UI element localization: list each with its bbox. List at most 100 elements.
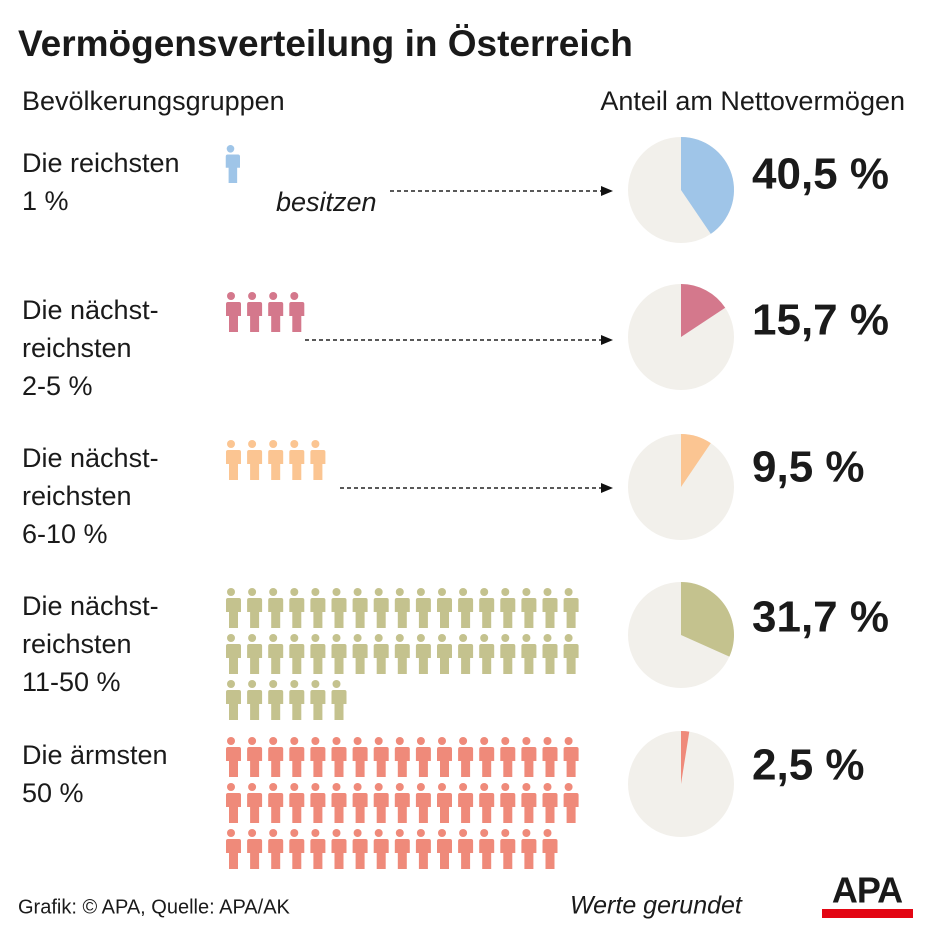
group-label: 50 % <box>22 778 84 808</box>
person-head <box>416 737 425 745</box>
person-body <box>539 598 558 628</box>
person-head <box>269 737 278 745</box>
person-head <box>248 829 257 837</box>
group-label: 2-5 % <box>22 371 93 401</box>
person-head <box>290 783 299 791</box>
person-body <box>349 747 368 777</box>
person-body <box>455 644 474 674</box>
person-head <box>353 783 362 791</box>
person-body <box>455 598 474 628</box>
person-head <box>438 829 446 837</box>
logo-bar <box>822 909 913 918</box>
group-label: reichsten <box>22 629 132 659</box>
person-head <box>374 829 383 837</box>
person-head <box>311 440 320 448</box>
person-head <box>543 737 552 745</box>
person-body <box>286 302 305 332</box>
person-head <box>395 783 404 791</box>
value-label: 15,7 % <box>752 296 889 345</box>
person-head <box>395 737 404 745</box>
person-body <box>244 598 263 628</box>
pie-slice <box>681 731 690 784</box>
person-body <box>349 598 368 628</box>
person-body <box>434 793 452 823</box>
person-body <box>539 747 558 777</box>
person-body <box>560 598 579 628</box>
person-body <box>391 644 410 674</box>
people-icons <box>223 737 579 869</box>
person-body <box>476 598 495 628</box>
person-body <box>328 598 347 628</box>
person-body <box>328 747 347 777</box>
person-head <box>395 634 404 642</box>
person-head <box>543 588 552 596</box>
person-head <box>248 588 257 596</box>
person-body <box>539 644 558 674</box>
person-body <box>286 793 305 823</box>
person-body <box>265 450 284 480</box>
person-head <box>374 737 383 745</box>
person-head <box>459 634 468 642</box>
person-body <box>307 644 326 674</box>
person-body <box>244 747 263 777</box>
person-body <box>307 839 326 869</box>
person-head <box>248 680 257 688</box>
person-body <box>518 747 537 777</box>
person-body <box>434 644 452 674</box>
person-head <box>522 588 531 596</box>
person-head <box>269 783 278 791</box>
person-head <box>248 292 257 300</box>
person-head <box>438 634 446 642</box>
person-head <box>332 829 341 837</box>
person-body <box>476 644 495 674</box>
person-head <box>227 680 235 688</box>
group-label: Die nächst- <box>22 443 159 473</box>
value-label: 31,7 % <box>752 593 889 642</box>
person-head <box>438 588 446 596</box>
people-icons <box>222 145 240 183</box>
person-head <box>353 634 362 642</box>
person-head <box>269 588 278 596</box>
person-body <box>307 450 326 480</box>
person-body <box>223 690 241 720</box>
person-body <box>244 839 263 869</box>
person-body <box>518 793 537 823</box>
person-body <box>223 747 241 777</box>
person-head <box>311 680 320 688</box>
person-body <box>349 839 368 869</box>
pie-slice <box>681 284 726 337</box>
person-head <box>501 829 510 837</box>
person-body <box>370 839 389 869</box>
person-body <box>455 793 474 823</box>
person-body <box>539 793 558 823</box>
person-head <box>459 737 468 745</box>
pie-slice <box>681 434 711 487</box>
person-head <box>332 680 341 688</box>
person-body <box>476 793 495 823</box>
person-body <box>434 598 452 628</box>
person-head <box>353 737 362 745</box>
person-head <box>459 588 468 596</box>
person-body <box>370 598 389 628</box>
person-head <box>248 737 257 745</box>
person-head <box>543 783 552 791</box>
person-head <box>501 737 510 745</box>
pie-slice <box>681 137 734 234</box>
person-head <box>564 634 573 642</box>
person-head <box>459 829 468 837</box>
person-head <box>311 737 320 745</box>
person-body <box>244 302 263 332</box>
person-head <box>269 634 278 642</box>
arrows <box>305 186 613 493</box>
person-head <box>480 737 489 745</box>
value-label: 40,5 % <box>752 150 889 199</box>
person-head <box>227 634 235 642</box>
person-body <box>223 450 241 480</box>
person-head <box>522 737 531 745</box>
person-head <box>480 829 489 837</box>
person-body <box>265 302 284 332</box>
pie-slice <box>681 582 735 657</box>
logo: APA <box>832 870 903 911</box>
person-body <box>328 793 347 823</box>
person-head <box>311 634 320 642</box>
